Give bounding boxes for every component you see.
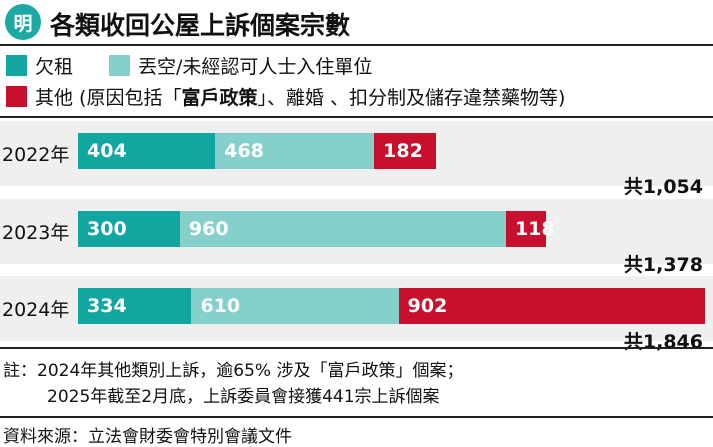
legend-label-rent: 欠租	[35, 56, 74, 78]
data-label: 182	[383, 140, 423, 162]
chart-top-divider	[0, 116, 713, 118]
data-label: 610	[200, 295, 241, 317]
bar-segment-vacant: 610	[191, 288, 399, 324]
data-label: 902	[407, 295, 448, 317]
legend-label-other-suffix: 」、離婚 、扣分制及儲存違禁藥物等)	[257, 87, 566, 109]
category-label: 2024年	[2, 299, 70, 321]
legend-label-other-bold: 富戶政策	[181, 87, 258, 109]
note-line-2: 2025年截至2月底，上訴委員會接獲441宗上訴個案	[47, 387, 440, 407]
legend-swatch-vacant	[109, 55, 131, 76]
chart-bottom-divider	[0, 347, 713, 349]
data-label: 468	[224, 140, 264, 162]
publisher-logo: 明	[5, 4, 41, 40]
header-divider	[0, 44, 713, 46]
category-label: 2023年	[2, 222, 70, 244]
legend-row-2: 其他 (原因包括「 富戶政策 」、離婚 、扣分制及儲存違禁藥物等)	[6, 83, 565, 110]
bar-segment-vacant: 960	[179, 211, 506, 247]
bar-segment-other: 118	[505, 211, 555, 247]
data-label: 960	[188, 218, 229, 240]
data-label: 300	[87, 218, 127, 240]
legend-row-1: 欠租 丟空/未經認可人士入住單位	[6, 52, 372, 79]
header: 明 各類收回公屋上訴個案宗數	[0, 0, 713, 44]
total-label: 共1,846	[623, 331, 703, 353]
bar-segment-rent: 300	[78, 211, 180, 247]
legend-swatch-rent	[6, 55, 27, 76]
bar-segment-rent: 404	[78, 133, 216, 169]
category-label: 2022年	[2, 144, 70, 166]
bar-segment-other: 182	[374, 133, 436, 169]
bar-segment-rent: 334	[78, 288, 192, 324]
data-label: 404	[87, 140, 127, 162]
total-label: 共1,378	[623, 254, 703, 276]
data-label: 118	[514, 218, 555, 240]
bar-segment-other: 902	[398, 288, 705, 324]
legend-label-other-prefix: 其他 (原因包括「	[35, 87, 182, 109]
total-label: 共1,054	[623, 176, 703, 198]
bar-segment-vacant: 468	[215, 133, 375, 169]
footer-divider	[0, 416, 713, 418]
data-label: 334	[87, 295, 127, 317]
source-note: 資料來源：立法會財委會特別會議文件	[3, 427, 292, 447]
chart-title: 各類收回公屋上訴個案宗數	[50, 11, 351, 40]
legend-label-vacant: 丟空/未經認可人士入住單位	[138, 56, 373, 78]
legend-swatch-other	[6, 86, 27, 107]
note-line-1: 註：2024年其他類別上訴，逾65% 涉及「富戶政策」個案；	[3, 361, 464, 381]
